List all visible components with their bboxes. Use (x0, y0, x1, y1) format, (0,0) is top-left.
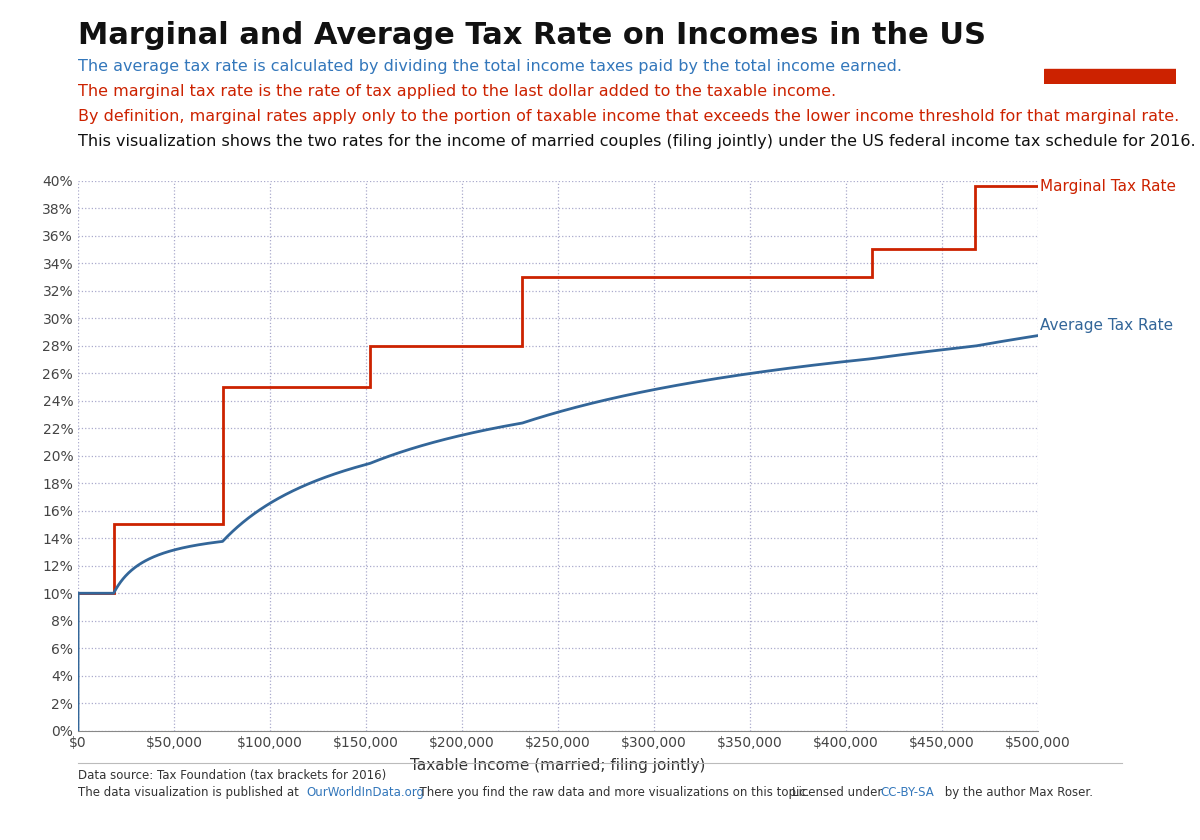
Text: The average tax rate is calculated by dividing the total income taxes paid by th: The average tax rate is calculated by di… (78, 59, 902, 74)
Text: CC-BY-SA: CC-BY-SA (881, 786, 935, 799)
Text: Data source: Tax Foundation (tax brackets for 2016): Data source: Tax Foundation (tax bracket… (78, 769, 386, 782)
X-axis label: Taxable Income (married; filing jointly): Taxable Income (married; filing jointly) (410, 758, 706, 773)
Text: Licensed under: Licensed under (792, 786, 886, 799)
Text: Average Tax Rate: Average Tax Rate (1040, 318, 1174, 333)
Text: The data visualization is published at: The data visualization is published at (78, 786, 302, 799)
Text: OurWorldInData.org: OurWorldInData.org (306, 786, 424, 799)
Text: This visualization shows the two rates for the income of married couples (filing: This visualization shows the two rates f… (78, 134, 1195, 150)
Bar (1044, 69, 1176, 84)
Text: . There you find the raw data and more visualizations on this topic.: . There you find the raw data and more v… (412, 786, 809, 799)
Text: Marginal Tax Rate: Marginal Tax Rate (1040, 179, 1176, 193)
Text: Marginal and Average Tax Rate on Incomes in the US: Marginal and Average Tax Rate on Incomes… (78, 21, 986, 50)
Text: Our World
in Data: Our World in Data (1070, 20, 1150, 50)
Text: The marginal tax rate is the rate of tax applied to the last dollar added to the: The marginal tax rate is the rate of tax… (78, 84, 836, 99)
Text: By definition, marginal rates apply only to the portion of taxable income that e: By definition, marginal rates apply only… (78, 109, 1180, 124)
Text: by the author Max Roser.: by the author Max Roser. (941, 786, 1093, 799)
